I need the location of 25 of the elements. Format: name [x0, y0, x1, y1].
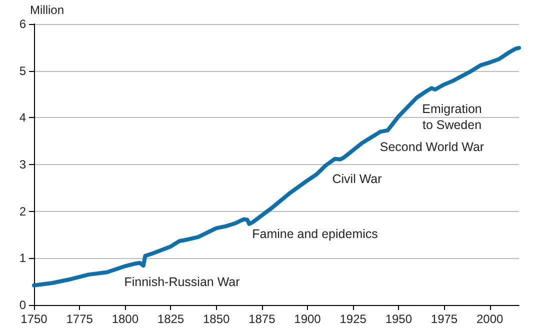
y-axis-title: Million	[30, 3, 64, 17]
y-tick-label: 1	[19, 251, 26, 266]
y-tick-label: 0	[19, 298, 26, 312]
x-tick-label: 1775	[66, 312, 94, 326]
x-tick-label: 1925	[340, 312, 367, 326]
x-tick-label: 1875	[248, 312, 276, 326]
annotation: Famine and epidemics	[252, 227, 378, 241]
x-tick-label: 1900	[294, 312, 322, 326]
annotation: Emigration to Sweden	[422, 102, 482, 132]
x-tick-label: 1800	[112, 312, 139, 326]
annotation: Civil War	[332, 172, 382, 186]
annotation: Second World War	[380, 140, 484, 154]
y-tick-label: 3	[19, 158, 26, 172]
y-tick-label: 2	[19, 204, 26, 218]
x-tick-label: 1975	[430, 312, 458, 326]
line-series	[32, 46, 521, 288]
x-tick-label: 1750	[20, 312, 48, 326]
x-tick-label: 2000	[476, 312, 504, 326]
annotation: Finnish-Russian War	[124, 275, 240, 289]
y-tick-label: 5	[19, 64, 26, 78]
y-tick-label: 6	[19, 17, 26, 31]
y-tick-label: 4	[19, 110, 26, 125]
x-tick-label: 1825	[157, 312, 184, 326]
x-tick-label: 1950	[385, 312, 412, 326]
x-tick-label: 1850	[202, 312, 230, 326]
